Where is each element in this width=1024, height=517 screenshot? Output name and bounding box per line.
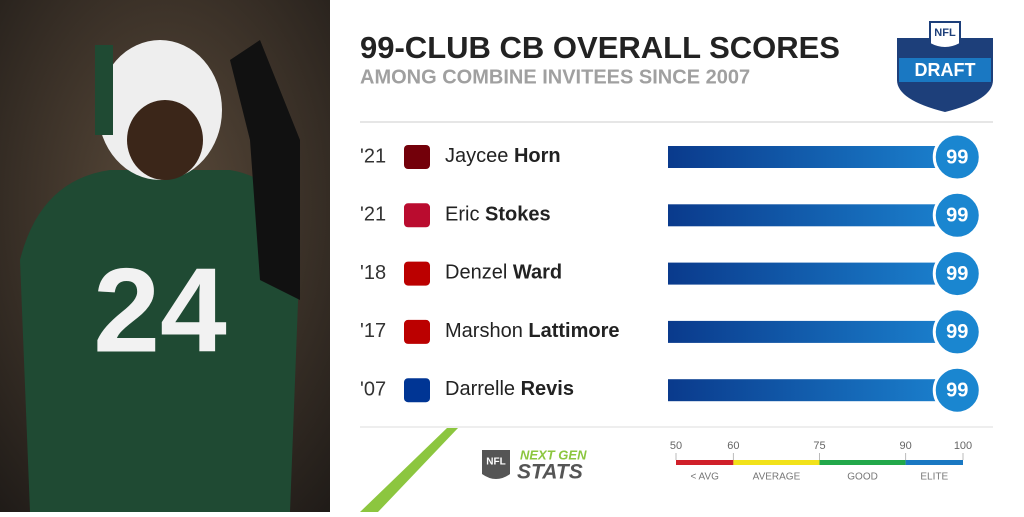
x-tick-label: 60 — [727, 440, 739, 452]
player-photo: 24 — [0, 0, 330, 512]
next-gen-stats-logo: NFL NEXT GEN STATS — [482, 447, 587, 484]
bar — [668, 204, 958, 227]
player-name: Darrelle Revis — [445, 378, 574, 400]
score-label: 99 — [946, 205, 968, 227]
band-label: ELITE — [920, 472, 948, 483]
last-name: Stokes — [485, 204, 551, 226]
scale-band — [733, 460, 820, 465]
jersey-number: 24 — [93, 244, 227, 378]
score-label: 99 — [946, 379, 968, 401]
footer-line2: STATS — [517, 461, 583, 484]
bar — [668, 146, 958, 168]
draft-year: '07 — [360, 378, 386, 400]
x-tick-label: 90 — [899, 440, 911, 452]
chart-title: 99-CLUB CB OVERALL SCORES — [360, 30, 840, 65]
badge-event: DRAFT — [915, 60, 976, 80]
school-logo — [404, 203, 430, 228]
player-name: Eric Stokes — [445, 204, 551, 226]
score-circle — [932, 190, 982, 240]
score-label: 99 — [946, 321, 968, 343]
scale-band — [676, 460, 734, 465]
footer-league: NFL — [486, 457, 505, 468]
bar — [668, 379, 958, 402]
bar — [668, 320, 958, 343]
last-name: Lattimore — [528, 320, 619, 342]
draft-year: '18 — [360, 262, 386, 284]
score-circle — [932, 307, 982, 357]
x-tick-label: 50 — [670, 440, 682, 452]
school-logo — [404, 261, 430, 286]
school-logo — [404, 319, 430, 344]
first-name: Jaycee — [445, 145, 508, 167]
footer-line1: NEXT GEN — [520, 447, 587, 462]
first-name: Denzel — [445, 262, 507, 284]
last-name: Horn — [514, 145, 561, 167]
player-name: Denzel Ward — [445, 262, 562, 284]
draft-badge: NFL DRAFT — [897, 21, 993, 112]
bar — [668, 262, 958, 285]
score-circle — [932, 249, 982, 299]
scale-band — [819, 460, 906, 465]
last-name: Revis — [521, 378, 574, 400]
band-label: AVERAGE — [753, 472, 801, 483]
band-label: < AVG — [690, 472, 719, 483]
first-name: Eric — [445, 204, 479, 226]
score-circle — [932, 365, 982, 415]
school-logo — [404, 145, 430, 169]
x-tick-label: 75 — [813, 440, 825, 452]
x-tick-label: 100 — [954, 440, 972, 452]
player-name: Jaycee Horn — [445, 145, 561, 167]
chart-subtitle: AMONG COMBINE INVITEES SINCE 2007 — [360, 66, 750, 88]
last-name: Ward — [513, 262, 562, 284]
draft-year: '17 — [360, 320, 386, 342]
player-name: Marshon Lattimore — [445, 320, 620, 342]
badge-league: NFL — [934, 27, 956, 39]
school-logo — [404, 378, 430, 403]
score-label: 99 — [946, 146, 968, 168]
scale-band — [905, 460, 963, 465]
first-name: Marshon — [445, 320, 523, 342]
band-label: GOOD — [847, 472, 878, 483]
score-label: 99 — [946, 263, 968, 285]
draft-year: '21 — [360, 204, 386, 226]
accent-stripe — [360, 428, 458, 512]
score-circle — [932, 132, 982, 182]
draft-year: '21 — [360, 145, 386, 167]
first-name: Darrelle — [445, 378, 515, 400]
